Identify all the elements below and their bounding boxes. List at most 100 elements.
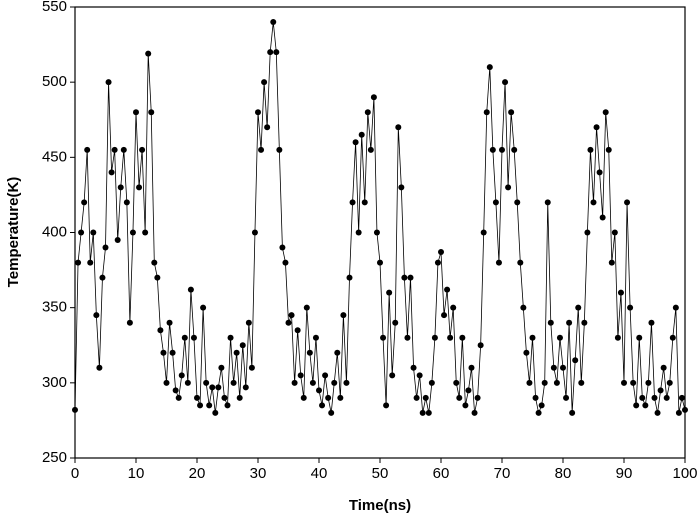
data-point — [489, 146, 496, 153]
data-point — [630, 379, 637, 386]
data-point — [108, 169, 115, 176]
data-point — [572, 357, 579, 364]
data-point — [328, 409, 335, 416]
data-point — [133, 109, 139, 116]
data-point — [447, 334, 454, 341]
x-tick-label: 10 — [128, 465, 145, 482]
data-point — [267, 49, 274, 56]
data-point — [499, 146, 505, 153]
data-point — [258, 146, 265, 153]
data-point — [535, 409, 542, 416]
data-point — [123, 199, 130, 206]
data-point — [474, 394, 481, 401]
data-point — [642, 402, 649, 409]
data-point — [230, 379, 237, 386]
data-point — [212, 409, 219, 416]
data-point — [78, 229, 85, 236]
data-point — [465, 387, 472, 394]
data-point — [413, 394, 420, 401]
data-point — [294, 327, 301, 334]
data-point — [197, 402, 204, 409]
data-point — [398, 184, 405, 191]
data-point — [456, 394, 463, 401]
data-point — [255, 109, 261, 116]
data-point — [239, 342, 246, 349]
y-tick-label: 450 — [42, 148, 67, 165]
y-tick-label: 300 — [42, 374, 67, 391]
data-point — [453, 379, 460, 386]
data-point — [206, 402, 213, 409]
data-point — [438, 249, 444, 256]
data-point — [590, 199, 597, 206]
data-point — [627, 304, 634, 311]
data-point — [584, 229, 591, 236]
data-point — [291, 379, 298, 386]
data-point — [322, 372, 329, 379]
data-point — [163, 379, 170, 386]
data-point — [538, 402, 545, 409]
y-tick-label: 350 — [42, 299, 67, 316]
data-point — [431, 334, 438, 341]
data-point — [203, 379, 210, 386]
data-point — [87, 259, 94, 266]
data-point — [617, 289, 624, 296]
data-point — [96, 364, 103, 371]
data-point — [114, 237, 121, 244]
data-point — [441, 312, 448, 319]
data-point — [75, 259, 82, 266]
data-point — [614, 334, 621, 341]
data-point — [416, 372, 423, 379]
x-tick-label: 40 — [311, 465, 328, 482]
data-point — [181, 334, 188, 341]
data-point — [331, 379, 338, 386]
data-point — [471, 409, 478, 416]
data-point — [633, 402, 640, 409]
data-point — [218, 364, 225, 371]
data-point — [84, 146, 91, 153]
data-point — [157, 327, 164, 334]
data-point — [663, 394, 670, 401]
data-point — [462, 402, 469, 409]
data-point — [142, 229, 149, 236]
data-point — [392, 319, 399, 326]
data-point — [621, 379, 627, 386]
data-point — [279, 244, 286, 251]
data-point — [569, 409, 576, 416]
data-point — [343, 379, 350, 386]
x-tick-label: 100 — [672, 465, 697, 482]
data-point — [419, 409, 426, 416]
data-point — [383, 402, 390, 409]
data-point — [492, 199, 499, 206]
data-point — [300, 394, 307, 401]
data-point — [251, 229, 258, 236]
data-point — [520, 304, 527, 311]
x-tick-label: 60 — [433, 465, 450, 482]
data-point — [117, 184, 124, 191]
data-point — [178, 372, 185, 379]
x-tick-label: 20 — [189, 465, 206, 482]
data-point — [309, 379, 316, 386]
data-point — [264, 124, 271, 131]
data-point — [364, 109, 371, 116]
data-point — [526, 379, 533, 386]
data-point — [502, 79, 509, 86]
data-point — [172, 387, 179, 394]
data-point — [425, 409, 432, 416]
data-point — [434, 259, 441, 266]
x-tick-label: 0 — [71, 465, 79, 482]
data-point — [169, 349, 176, 356]
data-point — [407, 274, 414, 281]
data-point — [325, 394, 332, 401]
data-point — [587, 146, 594, 153]
data-point — [483, 109, 490, 116]
data-point — [495, 259, 502, 266]
data-point — [605, 146, 612, 153]
data-point — [245, 319, 252, 326]
data-point — [194, 394, 200, 401]
data-point — [355, 229, 362, 236]
data-point — [276, 146, 283, 153]
data-point — [556, 334, 563, 341]
data-point — [139, 146, 146, 153]
data-point — [148, 109, 155, 116]
x-tick-label: 50 — [372, 465, 389, 482]
